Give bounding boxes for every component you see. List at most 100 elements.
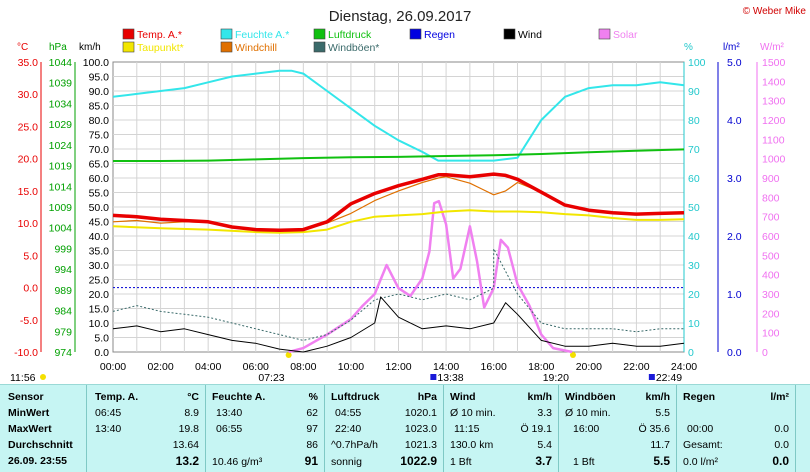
humidity-max: 97: [306, 423, 318, 435]
series-windb-en: [112, 248, 684, 341]
tick-label-wind: 60.0: [89, 173, 110, 185]
row-min-label: MinWert: [8, 407, 50, 419]
tick-label-wind: 55.0: [89, 188, 110, 200]
wind-current: 3.7: [535, 454, 552, 468]
legend-swatch: [313, 41, 326, 53]
chart-title: Dienstag, 26.09.2017: [329, 8, 472, 25]
row-current-label: 26.09. 23:55: [8, 455, 67, 467]
tick-label-humidity: 90: [688, 86, 700, 98]
sun-max-icon: [430, 374, 437, 380]
tick-label-time: 16:00: [481, 361, 507, 373]
temp-unit: °C: [187, 391, 199, 403]
legend-swatch: [220, 28, 233, 40]
summary-col-pressure: Luftdruck hPa 04:55 1020.1 22:40 1023.0 …: [325, 385, 444, 472]
temp-min: 8.9: [184, 407, 199, 419]
gusts-header: Windböen: [565, 391, 616, 403]
tick-label-pressure: 979: [54, 326, 72, 338]
tick-label-wind: 80.0: [89, 115, 110, 127]
summary-col-sensor: Sensor MinWert MaxWert Durchschnitt 26.0…: [0, 385, 87, 472]
legend-label: Taupunkt*: [137, 42, 184, 54]
legend-label: Luftdruck: [328, 29, 372, 41]
tick-label-solar: 800: [762, 192, 780, 204]
rain-header: Regen: [683, 391, 716, 403]
legend-swatch: [503, 28, 516, 40]
rain-max-time: 00:00: [687, 423, 714, 435]
pressure-trend: ^0.7hPa/h: [331, 439, 378, 451]
tick-label-humidity: 30: [688, 260, 700, 272]
tick-label-solar: 200: [762, 308, 780, 320]
current-time-icon: [40, 374, 46, 380]
legend-label: Windchill: [235, 42, 277, 54]
axis-label-wind: km/h: [79, 42, 101, 53]
tick-label-time: 12:00: [385, 361, 411, 373]
tick-label-wind: 45.0: [89, 217, 110, 229]
legend-label: Solar: [613, 29, 638, 41]
summary-col-wind: Wind km/h Ø 10 min. 3.3 11:15 Ö 19.1 130…: [444, 385, 559, 472]
gusts-max-time: 16:00: [573, 423, 600, 435]
tick-label-wind: 40.0: [89, 231, 110, 243]
tick-label-humidity: 80: [688, 115, 700, 127]
series-taupunkt: [112, 209, 685, 234]
legend-swatch: [409, 28, 422, 40]
rain-today: 0.0 l/m²: [683, 456, 719, 468]
legend-swatch: [313, 28, 326, 40]
summary-col-rain: Regen l/m² 00:00 0.0 Gesamt: 0.0 0.0 l/m…: [677, 385, 796, 472]
tick-label-wind: 75.0: [89, 130, 110, 142]
axis-label-pressure: hPa: [49, 42, 67, 53]
pressure-header: Luftdruck: [331, 391, 380, 403]
gusts-avg10: 5.5: [655, 407, 670, 419]
pressure-tendency: sonnig: [331, 456, 362, 468]
axis-label-rain: l/m²: [723, 42, 740, 53]
series-feuchte-a: [112, 69, 685, 162]
tick-label-time: 20:00: [576, 361, 602, 373]
tick-label-pressure: 1004: [49, 223, 73, 235]
tick-label-solar: 1300: [762, 96, 786, 108]
pressure-max: 1023.0: [404, 423, 437, 435]
tick-label-pressure: 1009: [49, 202, 73, 214]
tick-label-humidity: 20: [688, 289, 700, 301]
series-luftdruck: [113, 148, 685, 162]
tick-label-humidity: 60: [688, 173, 700, 185]
event-moon: 22:49: [656, 372, 682, 384]
tick-label-solar: 0: [762, 347, 768, 359]
tick-label-rain: 1.0: [727, 289, 742, 301]
legend-label: Temp. A.*: [137, 29, 182, 41]
tick-label-wind: 30.0: [89, 260, 110, 272]
tick-label-wind: 95.0: [89, 72, 110, 84]
tick-label-rain: 2.0: [727, 231, 742, 243]
gusts-max: Ö 35.6: [638, 423, 670, 435]
legend-label: Wind: [518, 29, 542, 41]
tick-label-rain: 0.0: [727, 347, 742, 359]
gusts-avg10-label: Ø 10 min.: [565, 407, 611, 419]
series-solar: [288, 199, 573, 354]
tick-label-humidity: 10: [688, 318, 700, 330]
tick-label-solar: 600: [762, 231, 780, 243]
legend-swatch: [122, 28, 135, 40]
humidity-max-time: 06:55: [216, 423, 243, 435]
tick-label-temp: 30.0: [18, 89, 39, 101]
copyright-text: © Weber Mike: [743, 6, 807, 17]
wind-avg10: 3.3: [537, 407, 552, 419]
tick-label-humidity: 50: [688, 202, 700, 214]
summary-col-temp: Temp. A. °C 06:45 8.9 13:40 19.8 13.64 1…: [87, 385, 206, 472]
tick-label-pressure: 1014: [49, 181, 73, 193]
tick-label-wind: 20.0: [89, 289, 110, 301]
tick-label-pressure: 984: [54, 306, 72, 318]
gusts-unit: km/h: [645, 391, 670, 403]
temp-max: 19.8: [178, 423, 199, 435]
legend-label: Windböen*: [328, 42, 379, 54]
tick-label-rain: 3.0: [727, 173, 742, 185]
tick-label-time: 00:00: [100, 361, 126, 373]
rain-total-label: Gesamt:: [683, 439, 723, 451]
tick-label-wind: 70.0: [89, 144, 110, 156]
humidity-header: Feuchte A.: [212, 391, 266, 403]
tick-label-temp: 10.0: [18, 218, 39, 230]
pressure-avg: 1021.3: [404, 439, 437, 451]
summary-col-gusts: Windböen km/h Ø 10 min. 5.5 16:00 Ö 35.6…: [559, 385, 677, 472]
tick-label-pressure: 974: [54, 347, 72, 359]
event-max-time: 13:38: [437, 372, 463, 384]
humidity-abs: 10.46 g/m³: [212, 456, 263, 468]
summary-table: Sensor MinWert MaxWert Durchschnitt 26.0…: [0, 384, 810, 472]
wind-bft: 1 Bft: [450, 456, 472, 468]
tick-label-time: 10:00: [338, 361, 364, 373]
